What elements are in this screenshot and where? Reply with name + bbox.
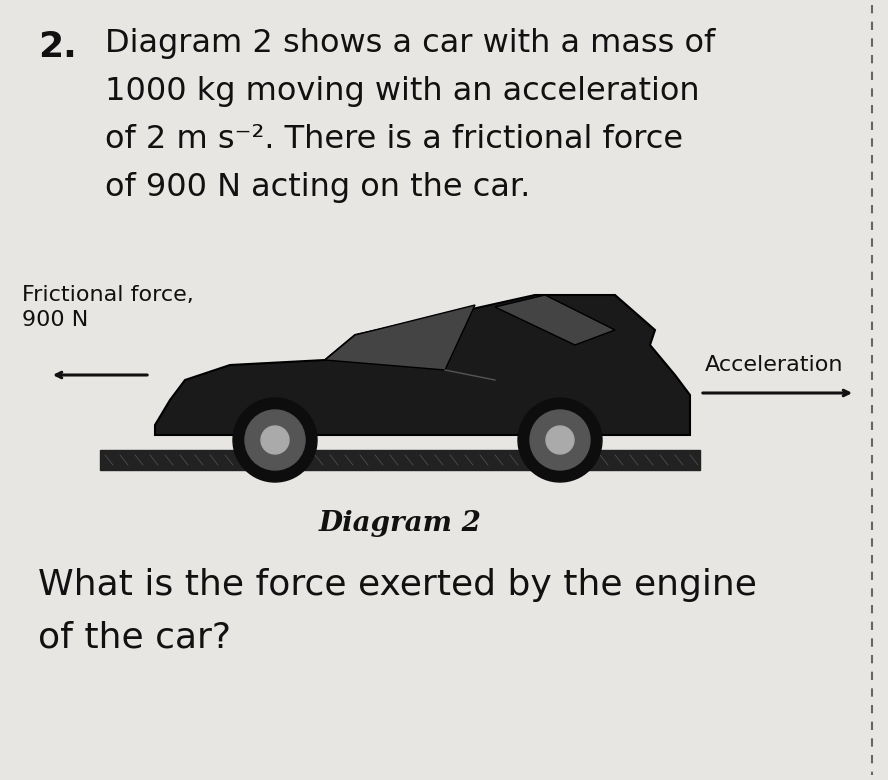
Polygon shape bbox=[155, 295, 690, 435]
Circle shape bbox=[546, 426, 574, 454]
Circle shape bbox=[245, 410, 305, 470]
Polygon shape bbox=[325, 305, 475, 370]
Circle shape bbox=[530, 410, 590, 470]
Text: Acceleration: Acceleration bbox=[705, 355, 844, 375]
Text: Frictional force,: Frictional force, bbox=[22, 285, 194, 305]
Circle shape bbox=[518, 398, 602, 482]
Text: 1000 kg moving with an acceleration: 1000 kg moving with an acceleration bbox=[105, 76, 700, 107]
Text: of 900 N acting on the car.: of 900 N acting on the car. bbox=[105, 172, 530, 203]
Text: 900 N: 900 N bbox=[22, 310, 88, 330]
Text: of the car?: of the car? bbox=[38, 620, 231, 654]
Circle shape bbox=[261, 426, 289, 454]
Circle shape bbox=[233, 398, 317, 482]
Text: 2.: 2. bbox=[38, 30, 76, 64]
Text: What is the force exerted by the engine: What is the force exerted by the engine bbox=[38, 568, 757, 602]
Text: Diagram 2 shows a car with a mass of: Diagram 2 shows a car with a mass of bbox=[105, 28, 715, 59]
Bar bbox=[100, 450, 700, 470]
Polygon shape bbox=[495, 295, 615, 345]
Text: of 2 m s⁻². There is a frictional force: of 2 m s⁻². There is a frictional force bbox=[105, 124, 683, 155]
Text: Diagram 2: Diagram 2 bbox=[319, 510, 481, 537]
